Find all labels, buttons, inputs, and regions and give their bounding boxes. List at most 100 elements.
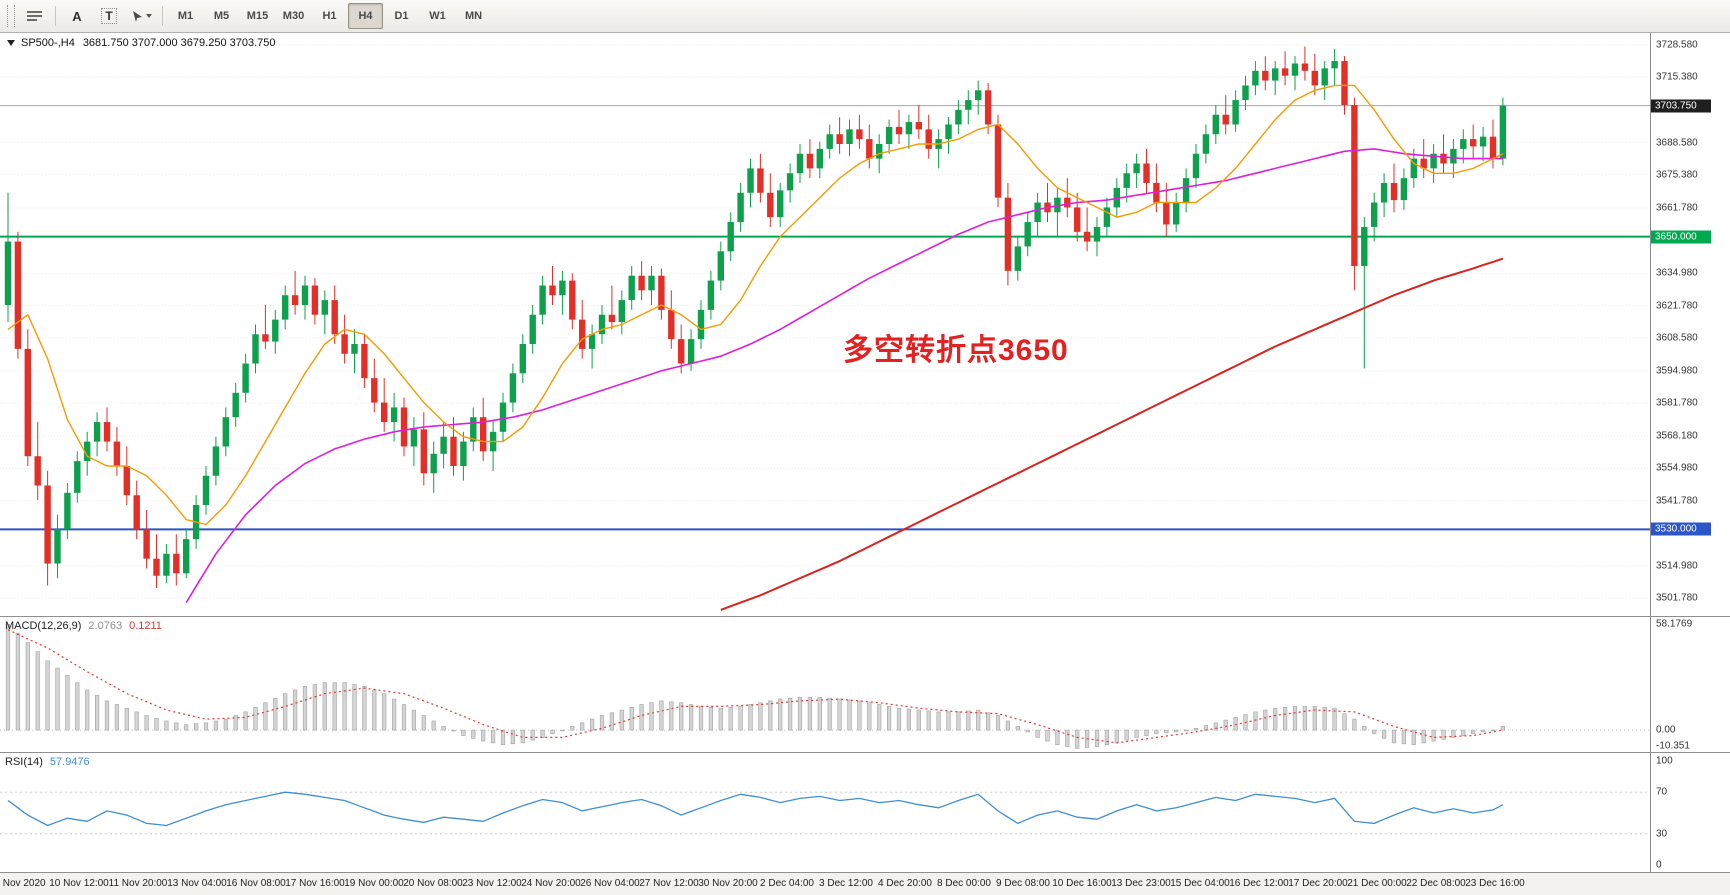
macd-histogram-bar [273, 697, 278, 731]
macd-histogram-bar [490, 729, 496, 744]
ma-fast-line [7, 84, 1504, 526]
axis-tick-label: 58.1769 [1656, 618, 1693, 630]
macd-histogram-bar [946, 711, 951, 731]
candle-body [727, 222, 734, 252]
candle-body [687, 339, 695, 364]
macd-histogram-bar [936, 711, 941, 731]
macd-histogram-bar [194, 723, 199, 731]
macd-histogram-bar [985, 712, 991, 731]
macd-histogram-bar [1114, 729, 1119, 744]
candle-body [133, 495, 140, 530]
macd-histogram-bar [1322, 707, 1327, 731]
macd-histogram-bar [134, 711, 139, 731]
macd-histogram-bar [758, 702, 763, 731]
candle-body [440, 436, 447, 454]
timeframe-button-h4[interactable]: H4 [348, 3, 383, 29]
candle-body [876, 143, 883, 159]
text-label-button[interactable]: T [93, 3, 125, 29]
candle-body [1173, 202, 1180, 225]
candle-body [588, 334, 596, 349]
macd-histogram-bar [401, 704, 407, 731]
candle-body [183, 539, 190, 574]
macd-histogram-bar [916, 709, 921, 731]
macd-histogram-bar [15, 633, 21, 731]
toolbar-grip[interactable] [7, 5, 15, 27]
timeframe-button-d1[interactable]: D1 [394, 10, 409, 22]
macd-histogram-bar [827, 697, 832, 731]
candle-body [202, 475, 210, 506]
timeframe-button-m30[interactable]: M30 [282, 10, 305, 22]
candle-body [945, 124, 952, 140]
macd-histogram-bar [481, 729, 486, 742]
macd-histogram-bar [1154, 729, 1159, 735]
price-chart-canvas[interactable] [0, 33, 1650, 616]
macd-histogram-bar [1411, 729, 1416, 746]
candle-body [658, 275, 665, 310]
toolbar-separator [162, 6, 163, 26]
timeframe-button-m15[interactable]: M15 [246, 10, 269, 22]
candle-body [579, 319, 586, 349]
timeframe-button-m5[interactable]: M5 [213, 10, 230, 22]
candle-body [351, 344, 358, 354]
macd-histogram-bar [797, 696, 803, 731]
candle-body [648, 275, 655, 291]
timeframe-button-h1[interactable]: H1 [322, 10, 337, 22]
chart-list-button[interactable] [18, 3, 50, 29]
macd-header: MACD(12,26,9) 2.0763 0.1211 [5, 620, 162, 632]
price-tag: 3650.000 [1651, 230, 1711, 244]
macd-histogram-bar [500, 729, 506, 746]
rsi-axis[interactable]: 100 70 30 0 [1650, 753, 1730, 872]
candle-body [1232, 100, 1239, 125]
timeframe-button-m1[interactable]: M1 [177, 10, 194, 22]
axis-tick-label: 3568.180 [1656, 430, 1698, 442]
candle-body [163, 553, 170, 576]
macd-histogram-bar [1441, 729, 1446, 740]
macd-signal-line [7, 629, 1504, 744]
axis-tick-label: 3501.780 [1656, 592, 1698, 604]
macd-histogram-bar [1144, 729, 1149, 736]
macd-histogram-bar [966, 710, 971, 731]
candle-body [1450, 148, 1457, 164]
time-axis-label: 23 Nov 12:00 [462, 878, 522, 889]
macd-histogram-bar [718, 707, 723, 731]
macd-histogram-bar [95, 695, 100, 731]
toolbar: A T M1 M5 M15 M30 H1 H4 D1 W1 MN [0, 0, 1730, 33]
macd-histogram-bar [639, 704, 644, 731]
drawing-tools-dropdown[interactable] [125, 3, 157, 29]
candle-body [1489, 136, 1497, 159]
candle-body [1321, 68, 1328, 86]
macd-histogram-bar [1461, 729, 1466, 736]
macd-chart-canvas[interactable] [0, 617, 1650, 752]
annotation-text-button[interactable]: A [61, 3, 93, 29]
macd-histogram-bar [1134, 729, 1139, 738]
macd-histogram-bar [708, 707, 713, 731]
candle-body [539, 285, 546, 315]
macd-axis[interactable]: 58.1769 0.00 -10.351 [1650, 617, 1730, 752]
price-axis[interactable]: 3728.580 3715.380 3688.580 3675.380 3661.780… [1650, 33, 1730, 616]
axis-tick-label: 3634.980 [1656, 267, 1698, 279]
candle-body [1034, 202, 1041, 223]
candle-body [84, 441, 91, 462]
timeframe-button-mn[interactable]: MN [464, 10, 483, 22]
macd-histogram-bar [1104, 729, 1109, 746]
candle-body [984, 90, 992, 125]
macd-indicator-name: MACD(12,26,9) [5, 620, 82, 632]
rsi-chart-canvas[interactable] [0, 753, 1650, 872]
collapse-triangle-icon[interactable] [7, 40, 15, 46]
macd-histogram-bar [421, 715, 426, 731]
timeframe-button-w1[interactable]: W1 [429, 10, 446, 22]
cursor-arrow-icon [132, 10, 142, 22]
macd-histogram-bar [837, 698, 842, 731]
macd-histogram-bar [659, 700, 664, 731]
macd-histogram-bar [1005, 720, 1010, 731]
candle-body [1113, 187, 1120, 208]
candle-body [1430, 153, 1437, 169]
axis-tick-label: 3621.780 [1656, 300, 1698, 312]
macd-histogram-bar [738, 706, 743, 731]
macd-histogram-bar [1372, 729, 1377, 735]
macd-histogram-bar [1471, 729, 1476, 735]
candle-body [509, 373, 517, 403]
macd-histogram-bar [35, 651, 40, 731]
macd-histogram-bar [1352, 718, 1357, 731]
